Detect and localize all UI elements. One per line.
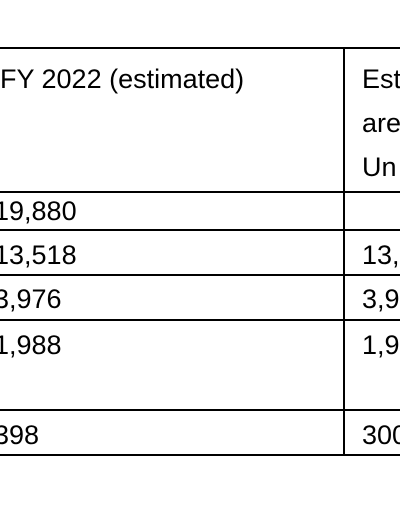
table-cell-row5-col1: 398: [0, 420, 40, 450]
table-cell-row1-col1: 19,880: [0, 196, 77, 226]
table-cell-row4-col1: 1,988: [0, 330, 62, 360]
table-cell-row2-col1: 13,518: [0, 240, 77, 270]
table-cell-row4-col2: 1,9: [362, 330, 400, 360]
row-divider: [0, 229, 400, 231]
table-cell-row3-col2: 3,9: [362, 284, 400, 314]
table-cell-row3-col1: 3,976: [0, 284, 62, 314]
table-top-border: [0, 47, 400, 49]
table-bottom-border: [0, 454, 400, 456]
header-cell-estimate-line1: Est: [362, 64, 400, 94]
table-cell-row2-col2: 13,: [362, 240, 400, 270]
table-cell-row5-col2: 300: [362, 420, 400, 450]
row-divider: [0, 191, 400, 193]
column-divider: [343, 47, 345, 456]
header-cell-estimate-line2: are: [362, 108, 400, 138]
header-cell-fy2022: FY 2022 (estimated): [0, 64, 245, 94]
header-cell-estimate-line3: Un: [362, 152, 397, 182]
row-divider: [0, 274, 400, 276]
row-divider: [0, 319, 400, 321]
row-divider: [0, 409, 400, 411]
